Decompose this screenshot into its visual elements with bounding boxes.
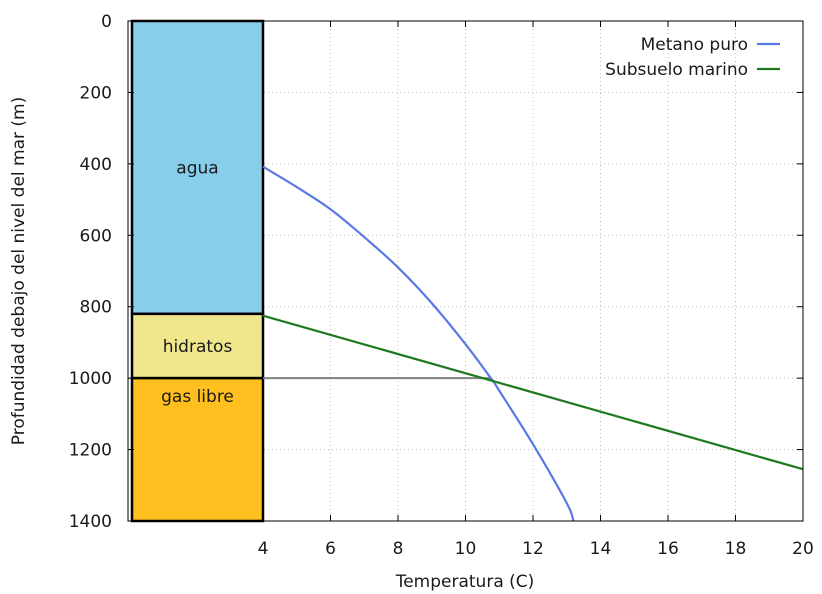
x-tick-label: 12 — [522, 539, 544, 559]
y-tick-label: 200 — [80, 83, 112, 103]
x-tick-label: 16 — [657, 539, 679, 559]
y-tick-label: 1000 — [69, 369, 112, 389]
x-axis-title: Temperatura (C) — [395, 572, 535, 592]
zone-label: gas libre — [161, 387, 234, 407]
zone-label: hidratos — [163, 337, 233, 357]
x-tick-label: 18 — [725, 539, 747, 559]
x-tick-label: 14 — [590, 539, 612, 559]
zone-label: agua — [176, 158, 218, 178]
series-layer — [262, 165, 804, 522]
zone-labels-layer: agua hidratos gas libre — [161, 158, 234, 407]
zone-agua — [130, 19, 265, 316]
x-tick-label: 8 — [393, 539, 404, 559]
legend-label: Subsuelo marino — [605, 60, 748, 80]
legend-label: Metano puro — [641, 35, 748, 55]
y-tick-label: 600 — [80, 226, 112, 246]
series-line-1 — [262, 165, 575, 522]
x-tick-label: 4 — [258, 539, 269, 559]
series-line-2 — [262, 314, 804, 471]
legend: Metano puro Subsuelo marino — [605, 35, 780, 80]
y-tick-label: 0 — [101, 12, 112, 32]
y-tick-label: 1200 — [69, 441, 112, 461]
x-tick-label: 20 — [792, 539, 814, 559]
zone-hidratos — [130, 312, 265, 380]
y-tick-label: 400 — [80, 155, 112, 175]
y-axis-title: Profundidad debajo del nivel del mar (m) — [9, 97, 29, 446]
x-tick-label: 6 — [325, 539, 336, 559]
y-tick-label: 1400 — [69, 512, 112, 532]
y-tick-label: 800 — [80, 298, 112, 318]
x-tick-label: 10 — [455, 539, 477, 559]
zones-layer — [130, 19, 265, 523]
